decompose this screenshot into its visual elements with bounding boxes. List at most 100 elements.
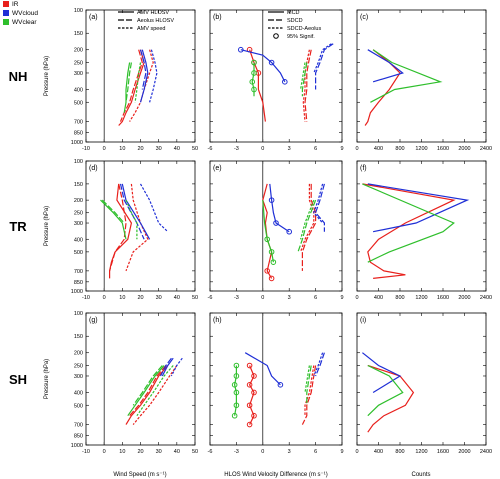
signif-marker-ir	[246, 402, 253, 409]
x-tick-label: 10	[119, 146, 125, 152]
x-tick-label: 0	[355, 146, 358, 152]
x-tick-label: -6	[208, 146, 213, 152]
x-tick-label: -6	[208, 449, 213, 455]
series-line-wvclear-amv-speed	[134, 62, 142, 103]
y-tick-label: 1000	[71, 443, 83, 449]
legend-signif-label: 95% Signif.	[287, 34, 315, 40]
panel-label: (a)	[89, 14, 98, 21]
signif-marker-wvclear	[231, 412, 238, 419]
legend-style-label: AMV speed	[137, 26, 165, 32]
legend-signif-marker	[273, 33, 279, 39]
legend-style-label: AMV HLOSV	[137, 10, 169, 16]
legend-label-ir: IR	[12, 1, 19, 8]
x-tick-label: 3	[288, 146, 291, 152]
panel-e: -6 -3 0 3 6 9 (e)	[208, 160, 344, 301]
series-line-wvclear-values	[362, 183, 455, 263]
row-title-tr: TR	[9, 219, 27, 234]
y-tick-label: 200	[74, 198, 83, 204]
signif-marker-wvclear	[233, 402, 240, 409]
signif-marker-wvcloud	[282, 79, 288, 85]
series-line-wvclear-amv-hlosv	[127, 365, 165, 417]
series-line-wvclear-sdcd	[297, 199, 317, 253]
series-line-wvclear-mcd	[233, 365, 237, 416]
x-tick-label: 1600	[437, 295, 449, 301]
panel-label: (h)	[213, 317, 222, 324]
series-line-ir-values	[364, 49, 401, 126]
y-tick-label: 300	[74, 374, 83, 380]
panel-frame	[85, 160, 196, 292]
x-tick-label: 400	[374, 449, 383, 455]
series-line-wvcloud-values	[367, 183, 470, 233]
x-tick-label: 2400	[480, 295, 492, 301]
series-line-ir-sdcd-aeolus	[304, 365, 315, 416]
panel-i: 0 400 800 1200 1600 2000 2400 (i)	[355, 312, 492, 455]
x-tick-label: 30	[156, 449, 162, 455]
series-line-wvclear-values	[370, 49, 443, 103]
panel-frame	[356, 312, 487, 446]
x-tick-label: 2000	[458, 449, 470, 455]
x-tick-label: 6	[314, 449, 317, 455]
y-tick-label: 1000	[71, 289, 83, 295]
y-tick-label: 300	[74, 71, 83, 77]
legend-style-label: SDCD-Aeolus	[287, 26, 321, 32]
series-line-wvclear-sdcd	[301, 62, 308, 97]
signif-marker-wvclear	[264, 236, 271, 243]
series-line-wvcloud-mcd	[244, 352, 281, 386]
series-line-wvcloud-sdcd-aeolus	[313, 183, 324, 224]
x-tick-label: 1600	[437, 146, 449, 152]
series-line-ir-sdcd	[301, 365, 317, 425]
pressure-axis-label: Pressure (hPa)	[44, 56, 50, 96]
series-line-wvcloud-amv-hlosv	[161, 357, 174, 377]
legend-style-label: MCD	[287, 10, 300, 16]
signif-marker-ir	[246, 421, 253, 428]
series-line-wvcloud-mcd	[269, 183, 290, 233]
legend-swatch-wvcloud	[3, 10, 9, 16]
y-tick-label: 200	[74, 351, 83, 357]
series-line-wvclear-aeolus-hlosv	[101, 199, 125, 224]
series-line-ir-aeolus-hlosv	[109, 183, 127, 272]
panel-f: 0 400 800 1200 1600 2000 2400 (f)	[355, 160, 492, 301]
series-line-wvcloud-amv-hlosv	[139, 49, 149, 103]
series-line-ir-amv-speed	[132, 365, 178, 425]
x-tick-label: 800	[395, 295, 404, 301]
col2-x-axis-label: HLOS Wind Velocity Difference (m s⁻¹)	[224, 472, 327, 478]
y-tick-label: 850	[74, 131, 83, 137]
y-tick-label: 700	[74, 269, 83, 275]
x-tick-label: 30	[156, 295, 162, 301]
x-tick-label: 20	[137, 449, 143, 455]
series-line-ir-amv-speed	[125, 183, 149, 272]
x-tick-label: 3	[288, 449, 291, 455]
x-tick-label: 0	[261, 146, 264, 152]
signif-marker-ir	[246, 382, 253, 388]
x-tick-label: 0	[261, 295, 264, 301]
panel-frame	[356, 9, 487, 143]
x-tick-label: 1200	[415, 295, 427, 301]
x-tick-label: 6	[314, 146, 317, 152]
x-tick-label: 400	[374, 295, 383, 301]
signif-marker-wvcloud	[277, 382, 284, 388]
x-tick-label: 400	[374, 146, 383, 152]
panel-label: (i)	[360, 317, 366, 324]
signif-marker-wvclear	[233, 362, 240, 369]
series-line-wvclear-sdcd-aeolus	[300, 62, 306, 90]
panel-b: -6 -3 0 3 6 9 (b)	[208, 9, 344, 152]
legend-style-label: Aeolus HLOSV	[137, 18, 174, 24]
series-line-wvclear-amv-hlosv	[100, 199, 127, 240]
series-line-wvclear-values	[367, 364, 404, 417]
series-line-wvcloud-values	[362, 352, 402, 394]
x-tick-label: -10	[82, 295, 90, 301]
signif-marker-wvclear	[251, 70, 257, 76]
x-tick-label: -10	[82, 146, 90, 152]
panel-frame	[356, 160, 487, 292]
panel-frame	[209, 312, 343, 446]
panel-g: 100 150 200 250 300 400 500 700 850 1000-10 0 10 20 3…	[71, 311, 198, 455]
series-line-wvclear-aeolus-hlosv	[125, 62, 132, 103]
x-tick-label: 9	[340, 146, 343, 152]
series-line-wvclear-amv-speed	[136, 365, 174, 417]
x-tick-label: 50	[192, 449, 198, 455]
y-tick-label: 200	[74, 48, 83, 54]
x-tick-label: -10	[82, 449, 90, 455]
series-line-wvcloud-sdcd-aeolus	[313, 352, 324, 377]
pressure-axis-label: Pressure (hPa)	[44, 359, 50, 399]
